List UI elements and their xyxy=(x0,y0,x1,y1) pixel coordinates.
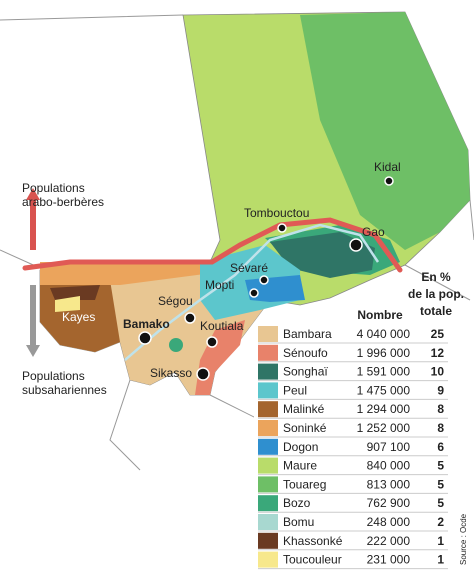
legend-name: Soninké xyxy=(283,421,327,435)
source: Source : Ocde xyxy=(459,513,468,565)
annotation-south: Populations xyxy=(22,369,85,383)
city-label: Mopti xyxy=(205,278,234,292)
songhai-zone xyxy=(270,232,375,278)
legend-count: 1 252 000 xyxy=(357,421,411,435)
legend-share: 9 xyxy=(437,383,444,397)
legend-count: 813 000 xyxy=(367,477,411,491)
legend-share: 1 xyxy=(437,534,444,548)
legend-share: 1 xyxy=(437,553,444,567)
legend-share: 8 xyxy=(437,421,444,435)
legend-header: Nombre xyxy=(357,308,403,322)
legend-swatch xyxy=(258,514,278,530)
legend-count: 1 996 000 xyxy=(357,346,411,360)
city-label: Bamako xyxy=(123,317,170,331)
bambara-spot xyxy=(169,338,183,352)
legend-share: 12 xyxy=(431,346,445,360)
divide-line xyxy=(22,217,403,273)
soninke-zone xyxy=(40,262,220,285)
city-label: Tombouctou xyxy=(244,206,309,220)
legend-name: Songhaï xyxy=(283,365,328,379)
legend-name: Malinké xyxy=(283,402,325,416)
legend-name: Bambara xyxy=(283,327,332,341)
legend-swatch xyxy=(258,401,278,418)
legend-swatch xyxy=(258,457,278,474)
legend-count: 231 000 xyxy=(367,553,411,567)
legend-header: de la pop. xyxy=(408,287,464,301)
legend-swatch xyxy=(258,476,278,493)
city-label: Sikasso xyxy=(150,366,192,380)
legend-count: 1 591 000 xyxy=(357,365,411,379)
river xyxy=(124,223,380,361)
legend-swatch xyxy=(258,382,278,399)
legend-share: 5 xyxy=(437,496,444,510)
legend-swatch xyxy=(258,363,278,380)
annotation-south: subsahariennes xyxy=(22,383,107,397)
legend-count: 907 100 xyxy=(367,440,411,454)
annotation-north: Populations xyxy=(22,181,85,195)
legend-count: 1 475 000 xyxy=(357,383,411,397)
city-label: Koutiala xyxy=(200,319,244,333)
city-dots xyxy=(138,176,394,381)
city-label: Sévaré xyxy=(230,261,268,275)
legend-name: Sénoufo xyxy=(283,346,328,360)
legend-count: 1 294 000 xyxy=(357,402,411,416)
legend-name: Toucouleur xyxy=(283,553,342,567)
legend-share: 25 xyxy=(431,327,445,341)
khassonke-zone xyxy=(50,285,100,300)
legend-name: Bozo xyxy=(283,496,311,510)
city-label: Kayes xyxy=(62,310,95,324)
legend-swatch xyxy=(258,420,278,436)
city-label: Ségou xyxy=(158,294,193,308)
toucouleur-zone xyxy=(55,296,80,312)
touareg-zone xyxy=(300,12,470,250)
legend-count: 762 900 xyxy=(367,496,411,510)
legend-share: 10 xyxy=(431,365,445,379)
legend-header: En % xyxy=(421,270,451,284)
legend-swatch xyxy=(258,326,278,342)
legend-bg xyxy=(254,324,450,574)
legend-header: totale xyxy=(420,304,452,318)
legend-name: Peul xyxy=(283,383,307,397)
legend-share: 5 xyxy=(437,477,444,491)
city-label: Gao xyxy=(362,225,385,239)
legend-count: 248 000 xyxy=(367,515,411,529)
legend-count: 840 000 xyxy=(367,459,411,473)
arrow-up xyxy=(26,188,40,250)
legend-count: 4 040 000 xyxy=(357,327,411,341)
annotation-north: arabo-berbères xyxy=(22,195,104,209)
legend-swatch xyxy=(258,495,278,512)
legend-name: Dogon xyxy=(283,440,318,454)
legend-share: 6 xyxy=(437,440,444,454)
legend-swatch xyxy=(258,551,278,568)
arrow-down xyxy=(26,285,40,357)
legend-swatch xyxy=(258,438,278,455)
legend-share: 8 xyxy=(437,402,444,416)
legend-share: 2 xyxy=(437,515,444,529)
legend-name: Khassonké xyxy=(283,534,343,548)
legend-share: 5 xyxy=(437,459,444,473)
legend-swatch xyxy=(258,532,278,549)
legend-swatch xyxy=(258,344,278,361)
legend-name: Touareg xyxy=(283,477,326,491)
legend-name: Bomu xyxy=(283,515,314,529)
legend-count: 222 000 xyxy=(367,534,411,548)
legend-name: Maure xyxy=(283,459,317,473)
city-label: Kidal xyxy=(374,160,401,174)
legend: Nombre En % de la pop. totale Bambara 4 040 0… xyxy=(254,270,464,574)
